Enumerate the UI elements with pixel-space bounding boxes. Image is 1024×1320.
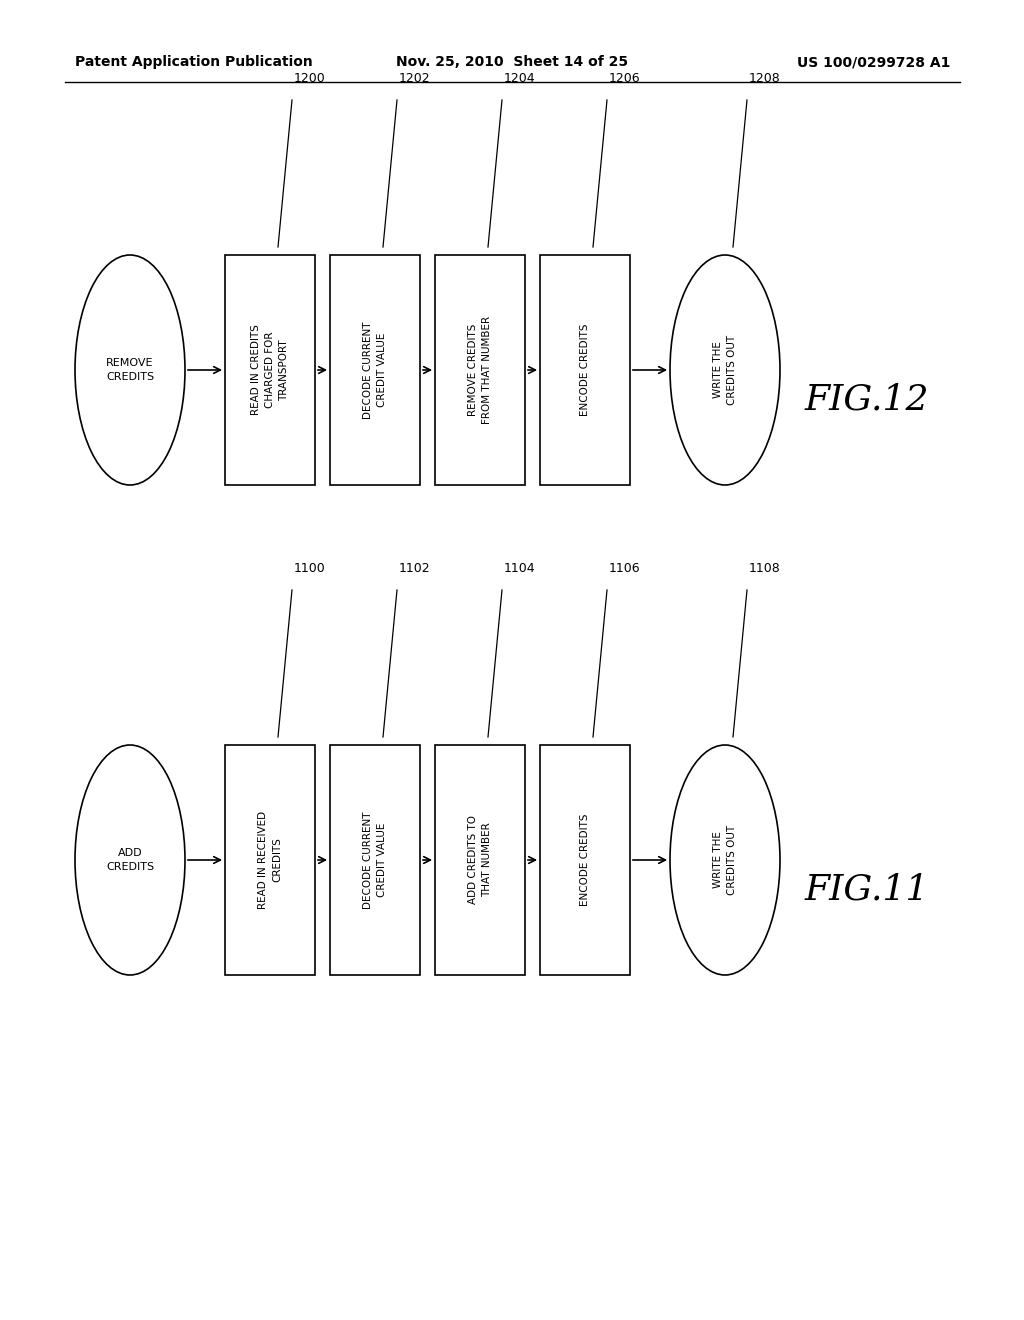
- Text: ADD
CREDITS: ADD CREDITS: [105, 849, 154, 871]
- Text: ENCODE CREDITS: ENCODE CREDITS: [580, 323, 590, 416]
- Bar: [225, 744, 315, 975]
- Text: 1100: 1100: [294, 562, 326, 576]
- Text: ADD CREDITS TO
THAT NUMBER: ADD CREDITS TO THAT NUMBER: [468, 816, 492, 904]
- Text: 1102: 1102: [399, 562, 431, 576]
- Bar: [435, 744, 525, 975]
- Text: FIG.12: FIG.12: [805, 383, 930, 417]
- Text: READ IN RECEIVED
CREDITS: READ IN RECEIVED CREDITS: [258, 810, 282, 909]
- Bar: [540, 255, 630, 484]
- Text: 1202: 1202: [399, 73, 431, 84]
- Bar: [330, 744, 420, 975]
- Text: 1104: 1104: [504, 562, 536, 576]
- Text: ENCODE CREDITS: ENCODE CREDITS: [580, 813, 590, 907]
- Text: REMOVE CREDITS
FROM THAT NUMBER: REMOVE CREDITS FROM THAT NUMBER: [468, 315, 492, 424]
- Text: 1108: 1108: [749, 562, 780, 576]
- Text: Patent Application Publication: Patent Application Publication: [75, 55, 312, 69]
- Text: WRITE THE
CREDITS OUT: WRITE THE CREDITS OUT: [714, 335, 736, 405]
- Bar: [330, 255, 420, 484]
- Text: REMOVE
CREDITS: REMOVE CREDITS: [105, 359, 154, 381]
- Bar: [225, 255, 315, 484]
- Text: 1204: 1204: [504, 73, 536, 84]
- Bar: [435, 255, 525, 484]
- Text: READ IN CREDITS
CHARGED FOR
TRANSPORT: READ IN CREDITS CHARGED FOR TRANSPORT: [251, 325, 289, 416]
- Text: 1106: 1106: [609, 562, 641, 576]
- Text: 1206: 1206: [609, 73, 641, 84]
- Text: 1200: 1200: [294, 73, 326, 84]
- Text: Nov. 25, 2010  Sheet 14 of 25: Nov. 25, 2010 Sheet 14 of 25: [396, 55, 628, 69]
- Text: 1208: 1208: [749, 73, 780, 84]
- Text: DECODE CURRENT
CREDIT VALUE: DECODE CURRENT CREDIT VALUE: [362, 321, 387, 418]
- Text: US 100/0299728 A1: US 100/0299728 A1: [797, 55, 950, 69]
- Text: DECODE CURRENT
CREDIT VALUE: DECODE CURRENT CREDIT VALUE: [362, 812, 387, 908]
- Text: WRITE THE
CREDITS OUT: WRITE THE CREDITS OUT: [714, 825, 736, 895]
- Bar: [540, 744, 630, 975]
- Text: FIG.11: FIG.11: [805, 873, 930, 907]
